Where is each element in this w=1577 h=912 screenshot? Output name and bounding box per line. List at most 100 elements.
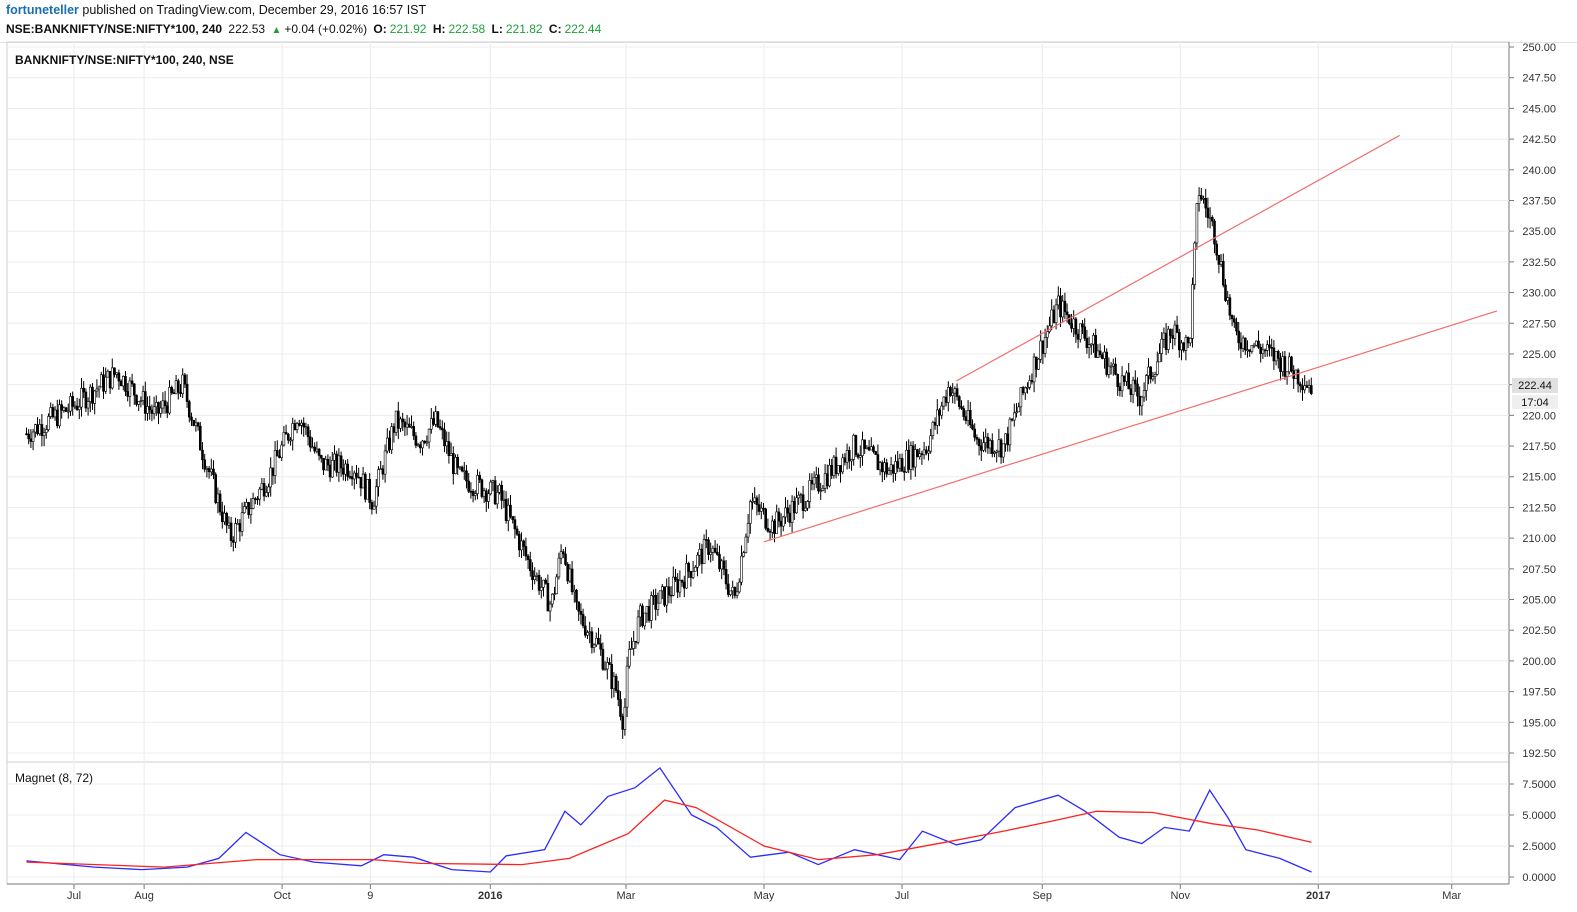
candle-body [1285, 371, 1289, 377]
candle-body [278, 455, 281, 458]
candle-body [249, 508, 253, 516]
candle-body [819, 490, 822, 492]
candle-body [603, 668, 607, 671]
candle-body [744, 536, 748, 554]
candle-body [821, 487, 825, 491]
candle-body [843, 457, 847, 463]
author-link[interactable]: fortuneteller [6, 3, 79, 17]
candle-body [1263, 349, 1267, 352]
price-tick-label: 197.50 [1522, 687, 1556, 699]
candle-body [190, 416, 193, 421]
candle-body [1230, 315, 1234, 320]
candle-body [766, 527, 770, 532]
candle-body [918, 453, 921, 458]
candle-body [322, 457, 325, 471]
candle-body [1301, 385, 1304, 391]
candle-body [1061, 300, 1064, 318]
candle-body [165, 405, 169, 414]
candle-body [146, 406, 149, 414]
candle-body [412, 426, 415, 437]
candle-body [73, 405, 77, 408]
candle-body [966, 410, 970, 421]
candle-body [51, 407, 55, 418]
candle-body [31, 431, 35, 442]
price-tick-label: 220.00 [1522, 410, 1556, 422]
trendlines[interactable] [763, 134, 1498, 543]
candle-body [126, 391, 129, 397]
candle-body [403, 421, 407, 428]
candle-body [113, 367, 116, 375]
candle-body [1162, 332, 1166, 340]
candle-body [183, 374, 187, 385]
change-value: +0.04 (+0.02%) [284, 22, 368, 36]
candle-body [1127, 372, 1130, 390]
candle-body [110, 367, 114, 389]
candle-body [902, 471, 906, 473]
candle-body [1246, 349, 1249, 352]
candle-body [971, 424, 974, 430]
time-tick-label: Oct [274, 890, 291, 902]
candle-body [762, 507, 765, 510]
candle-body [1272, 347, 1276, 362]
candle-body [88, 386, 92, 402]
candle-body [179, 391, 182, 394]
candle-body [154, 402, 158, 408]
candle-body [647, 606, 651, 621]
candle-body [1235, 321, 1238, 332]
candle-body [669, 594, 673, 597]
time-tick-label: Aug [134, 890, 154, 902]
candle-body [187, 401, 191, 418]
symbol-label[interactable]: NSE:BANKNIFTY/NSE:NIFTY*100, 240 [6, 22, 223, 36]
candle-body [1065, 311, 1069, 315]
candle-body [132, 383, 136, 396]
candle-body [975, 437, 979, 440]
candle-body [141, 391, 145, 401]
candle-body [467, 480, 470, 492]
candle-body [205, 468, 209, 470]
price-tick-label: 195.00 [1522, 717, 1556, 729]
candle-body [1096, 350, 1100, 358]
candle-body [913, 449, 917, 468]
candle-body [803, 507, 807, 511]
candle-body [344, 463, 347, 475]
candle-body [1221, 261, 1225, 286]
price-axis[interactable]: 250.00 247.50 245.00 242.50 240.00 237.50 235.… [1509, 42, 1556, 760]
last-price-tag: 222.44 [1518, 380, 1552, 392]
candle-body [709, 551, 712, 555]
candle-body [416, 444, 420, 447]
candle-body [702, 539, 706, 565]
candle-body [933, 421, 937, 426]
candle-body [396, 410, 400, 429]
candle-body [755, 497, 759, 505]
time-tick-label: Sep [1032, 890, 1052, 902]
candle-body [275, 450, 279, 457]
candle-body [363, 473, 367, 500]
candle-body [546, 582, 550, 612]
candle-body [93, 390, 96, 404]
candle-body [605, 662, 609, 670]
candle-body [1166, 328, 1170, 350]
candle-body [1309, 385, 1313, 395]
candle-body [960, 406, 963, 409]
oscillator-axis[interactable]: 7.5000 5.0000 2.5000 0.0000 [1509, 779, 1556, 884]
time-axis[interactable]: Jul Aug Oct 9 2016 Mar May Jul Sep Nov 2017 Mar [67, 884, 1462, 902]
candle-body [522, 540, 525, 547]
candle-body [995, 450, 998, 453]
candle-body [638, 605, 642, 618]
candle-body [1149, 366, 1152, 380]
candle-body [143, 391, 147, 414]
candle-body [656, 602, 660, 610]
candle-body [280, 444, 283, 458]
candle-body [201, 449, 204, 461]
candle-body [790, 500, 794, 523]
candle-body [185, 383, 189, 402]
candle-body [575, 589, 578, 603]
time-tick-label: 9 [367, 890, 373, 902]
candle-body [330, 460, 334, 478]
oscillator-tick-label: 0.0000 [1522, 872, 1556, 884]
candle-body [729, 590, 732, 595]
candle-body [649, 595, 653, 621]
candle-body [357, 476, 360, 479]
candle-body [119, 380, 123, 387]
